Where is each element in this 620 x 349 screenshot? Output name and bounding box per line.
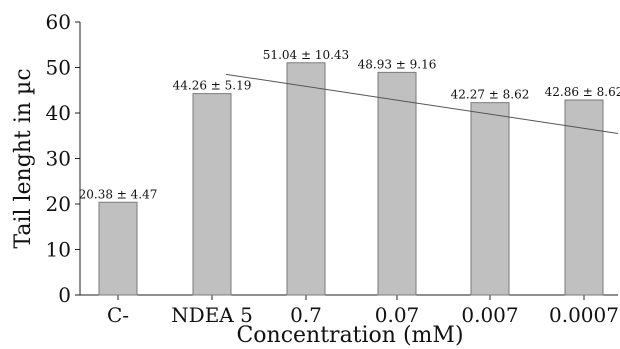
- bar: [377, 71, 417, 296]
- x-tick-label: 0.0007: [549, 303, 619, 327]
- y-axis-title: Tail lenght in µc: [11, 68, 36, 248]
- y-tick-label: 10: [46, 238, 71, 262]
- x-tick-label: C-: [107, 303, 129, 327]
- data-label: 42.86 ± 8.62: [545, 85, 620, 99]
- data-label: 44.26 ± 5.19: [173, 79, 252, 93]
- y-tick-label: 40: [46, 101, 71, 125]
- x-tick-label: NDEA 5: [171, 303, 253, 327]
- data-label: 42.27 ± 8.62: [451, 88, 530, 102]
- data-label: 51.04 ± 10.43: [263, 48, 349, 62]
- y-tick-label: 60: [46, 10, 71, 34]
- data-labels: 20.38 ± 4.47 44.26 ± 5.19 51.04 ± 10.43 48.…: [79, 48, 620, 202]
- bar: [98, 201, 138, 296]
- y-tick-label: 30: [46, 147, 71, 171]
- x-axis: C- NDEA 5 0.7 0.07 0.007 0.0007: [80, 294, 619, 327]
- data-label: 48.93 ± 9.16: [358, 57, 437, 71]
- x-axis-title: Concentration (mM): [236, 323, 463, 348]
- y-tick-label: 20: [46, 192, 71, 216]
- x-tick-label: 0.07: [375, 303, 420, 327]
- y-tick-label: 0: [58, 283, 71, 307]
- data-label: 20.38 ± 4.47: [79, 187, 158, 201]
- bar: [564, 99, 604, 296]
- bar: [470, 102, 510, 296]
- x-tick-label: 0.7: [290, 303, 322, 327]
- y-tick-label: 50: [46, 56, 71, 80]
- x-tick-labels: C- NDEA 5 0.7 0.07 0.007 0.0007: [107, 295, 619, 327]
- bars: [98, 62, 604, 296]
- y-ticks: 0 10 20 30 40 50 60: [46, 10, 80, 307]
- x-tick-label: 0.007: [461, 303, 518, 327]
- y-axis: 0 10 20 30 40 50 60: [46, 10, 81, 307]
- trendline: [225, 73, 619, 134]
- bar: [286, 62, 326, 296]
- bar: [192, 93, 232, 296]
